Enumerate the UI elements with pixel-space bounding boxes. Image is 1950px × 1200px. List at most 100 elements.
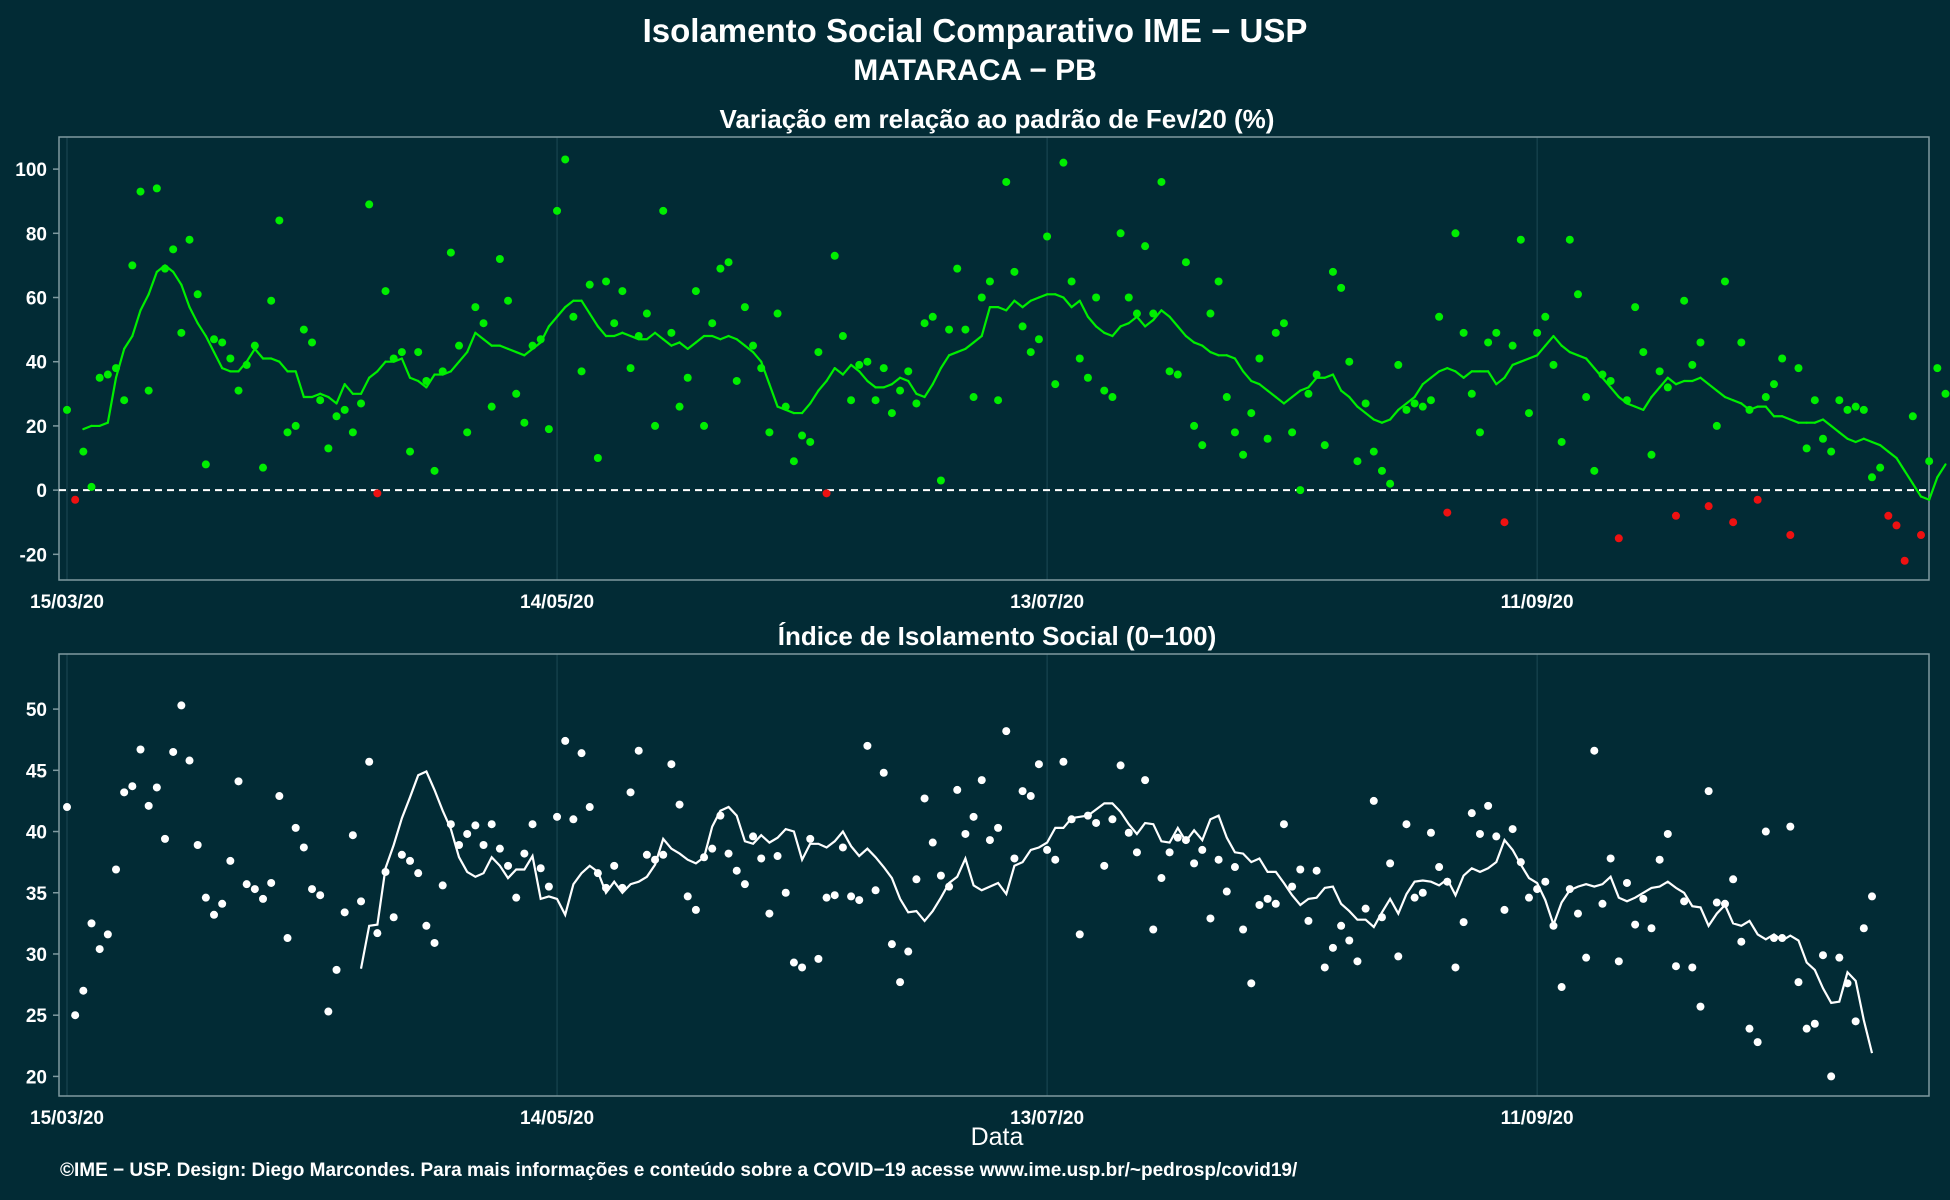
moving-average-segment — [1201, 344, 1212, 354]
data-point — [169, 245, 178, 254]
data-point — [446, 820, 455, 829]
data-point — [479, 319, 488, 328]
data-point — [634, 332, 643, 341]
moving-average-segment — [915, 392, 926, 399]
data-point — [528, 820, 537, 829]
data-point — [1614, 957, 1623, 966]
data-point — [161, 264, 170, 273]
moving-average-segment — [596, 325, 608, 338]
moving-average-segment — [694, 334, 706, 344]
y-tick-label: 40 — [26, 353, 47, 374]
data-point — [406, 856, 415, 865]
data-point — [1606, 854, 1615, 863]
data-point — [789, 457, 798, 466]
data-point — [1141, 776, 1150, 785]
data-point — [1696, 1002, 1705, 1011]
data-point — [1149, 925, 1158, 934]
data-point — [1467, 809, 1476, 818]
data-point — [63, 803, 71, 812]
data-point — [1304, 389, 1313, 398]
moving-average-segment — [327, 395, 338, 405]
chart-subtitle: MATARACA − PB — [853, 54, 1097, 87]
data-point — [920, 319, 929, 328]
data-point — [193, 290, 202, 299]
data-point — [1222, 887, 1231, 896]
data-point — [1312, 370, 1321, 379]
moving-average-segment — [1658, 376, 1669, 389]
data-point — [1410, 893, 1419, 902]
data-point — [863, 357, 872, 366]
moving-average-segment — [1119, 322, 1130, 328]
moving-average-segment — [343, 383, 354, 395]
moving-average-segment — [221, 367, 232, 373]
data-point — [128, 261, 137, 270]
moving-average-segment — [1233, 357, 1245, 373]
data-point — [495, 254, 504, 263]
moving-average-segment — [1462, 370, 1473, 379]
data-point — [1851, 1017, 1860, 1026]
data-point — [634, 746, 643, 755]
moving-average-segment — [1544, 334, 1555, 347]
y-tick-label: 60 — [26, 289, 47, 310]
data-point — [381, 867, 390, 876]
data-point — [544, 425, 553, 434]
data-point — [1083, 811, 1092, 820]
x-tick-label: 15/03/20 — [30, 1108, 104, 1129]
data-point — [945, 882, 954, 891]
moving-average-segment — [245, 347, 256, 363]
data-point — [512, 893, 521, 902]
moving-average-segment — [204, 334, 216, 354]
data-point — [1402, 405, 1411, 414]
moving-average-segment — [1503, 363, 1514, 379]
data-point — [1851, 402, 1860, 411]
data-point — [1320, 441, 1329, 450]
data-point — [553, 206, 562, 215]
moving-average-segment — [474, 331, 485, 341]
moving-average-segment — [482, 338, 493, 347]
data-point — [1467, 389, 1476, 398]
data-point — [757, 854, 766, 863]
data-point — [1075, 930, 1084, 939]
data-point — [1051, 380, 1060, 389]
data-point — [1524, 893, 1533, 902]
data-point — [1508, 341, 1517, 350]
data-point — [528, 341, 537, 350]
data-point — [618, 287, 627, 296]
moving-average-segment — [898, 376, 910, 383]
moving-average-segment — [1176, 325, 1188, 338]
moving-average-line — [359, 770, 1874, 1054]
data-point — [700, 421, 709, 430]
data-point — [593, 454, 602, 463]
data-point — [806, 834, 815, 843]
data-point — [667, 760, 676, 769]
data-point — [1778, 354, 1787, 363]
data-point — [863, 741, 872, 750]
data-point — [1165, 367, 1174, 376]
data-point — [1361, 399, 1370, 408]
x-tick-label: 13/07/20 — [1010, 1108, 1084, 1129]
moving-average-segment — [449, 360, 461, 373]
data-point — [1157, 177, 1166, 186]
moving-average-segment — [1560, 344, 1571, 354]
moving-average-segment — [613, 331, 624, 338]
data-point — [1132, 848, 1141, 857]
data-point — [1933, 364, 1942, 373]
data-point — [1484, 338, 1493, 347]
data-point — [1475, 829, 1484, 838]
moving-average-segment — [841, 363, 853, 376]
data-point — [781, 402, 790, 411]
data-point — [675, 800, 684, 809]
data-point — [651, 421, 660, 430]
data-point — [585, 280, 594, 289]
data-point — [1712, 421, 1721, 430]
moving-average-segment — [645, 331, 657, 341]
data-point — [724, 258, 733, 267]
data-point — [1680, 296, 1689, 305]
data-point — [1843, 979, 1852, 988]
data-point — [1688, 360, 1697, 369]
data-point — [365, 757, 374, 766]
moving-average-segment — [1568, 350, 1580, 357]
data-point — [1712, 898, 1721, 907]
moving-average-segment — [1707, 383, 1718, 392]
